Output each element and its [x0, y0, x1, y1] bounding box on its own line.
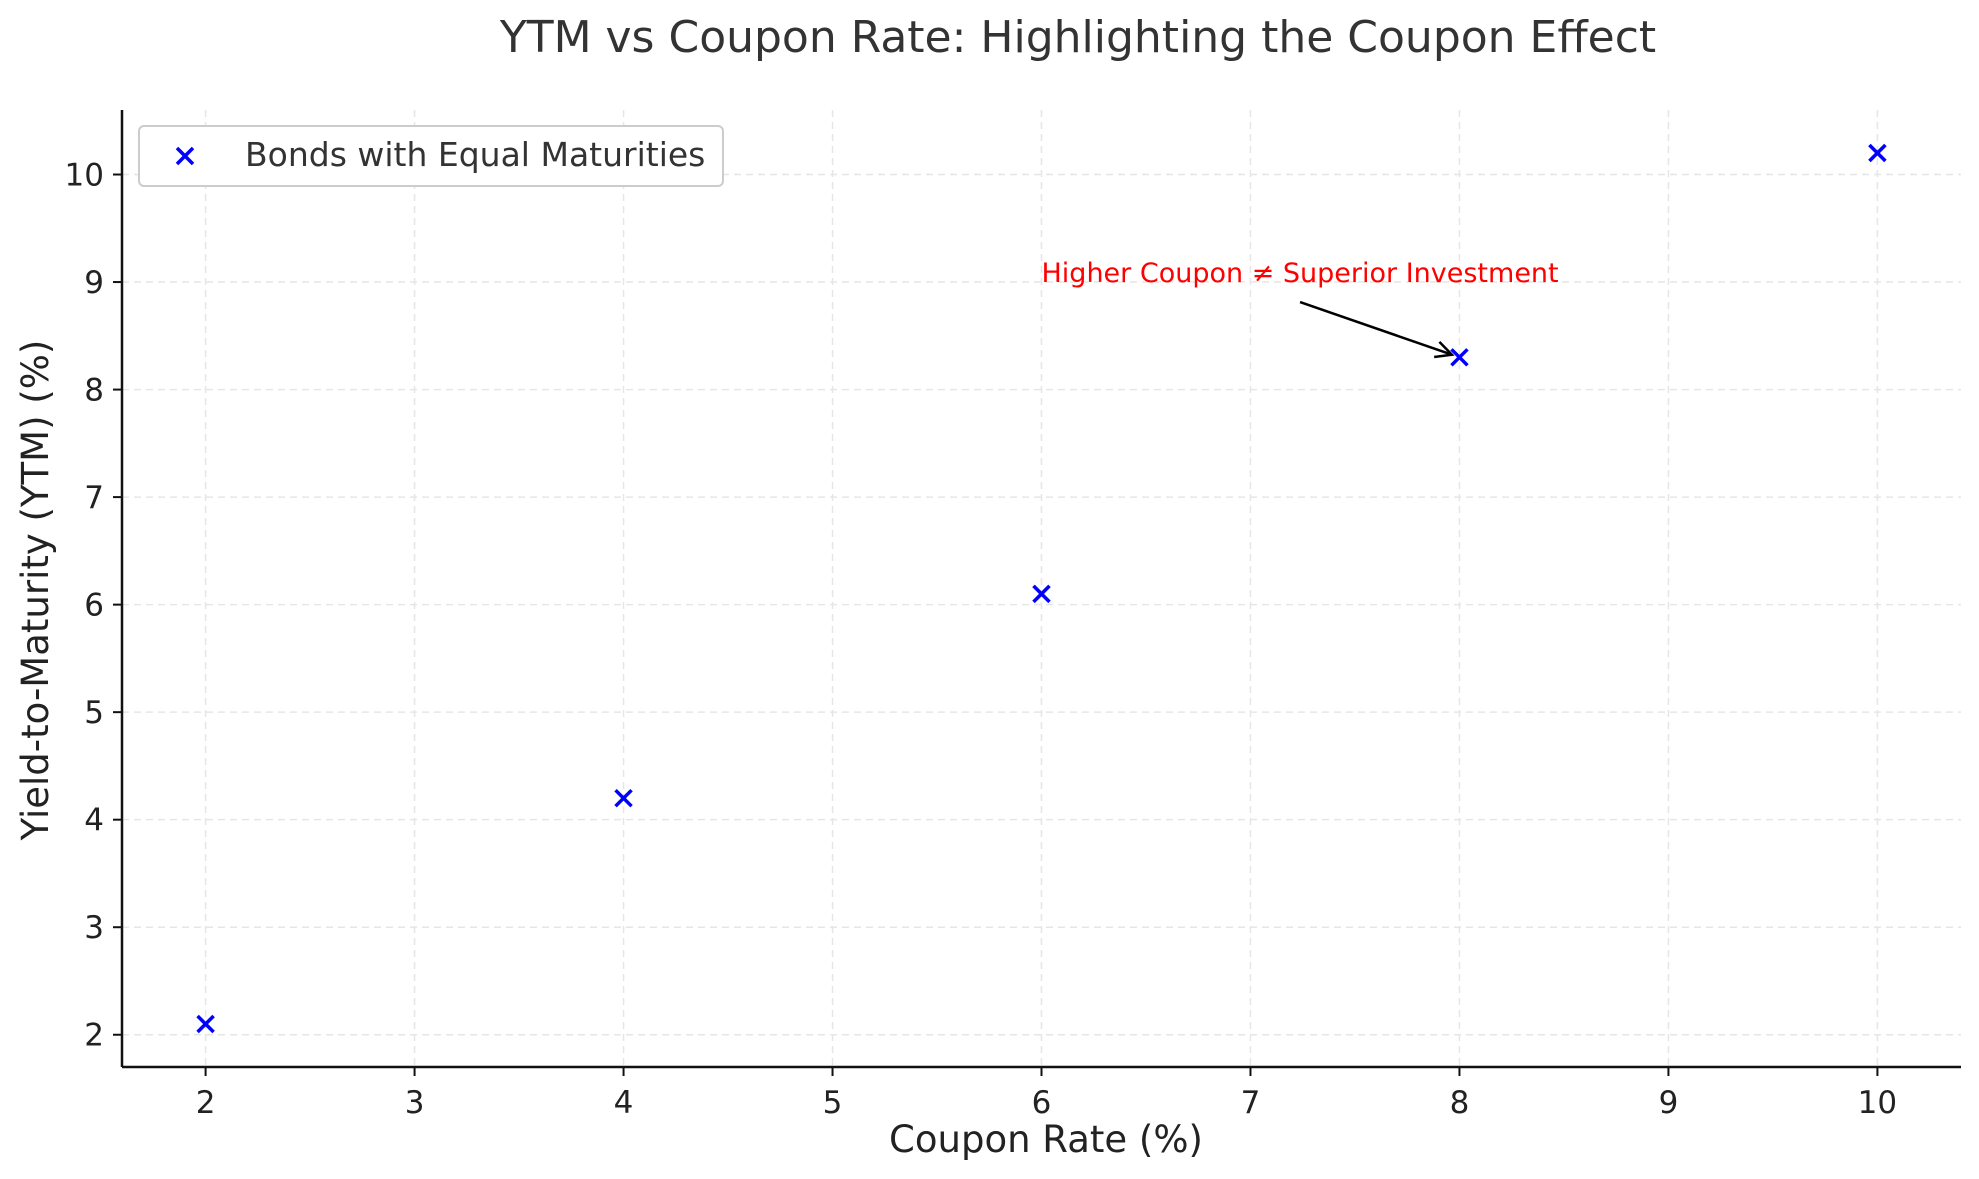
x-ticks: 2 3 4 5 6 7 8 9 10: [196, 1067, 1897, 1121]
y-tick-label: 7: [84, 480, 104, 516]
y-tick-label: 2: [84, 1018, 104, 1054]
annotation-text: Higher Coupon ≠ Superior Investment: [1042, 258, 1559, 289]
legend-label: Bonds with Equal Maturities: [245, 135, 705, 174]
annotation-arrowhead: [1433, 341, 1455, 359]
data-point: [1868, 143, 1887, 163]
marker-stroke: [614, 788, 633, 808]
y-tick-label: 10: [65, 158, 104, 194]
x-tick-label: 8: [1450, 1085, 1470, 1121]
y-ticks: 2 3 4 5 6 7 8 9 10: [65, 158, 122, 1054]
chart-title: YTM vs Coupon Rate: Highlighting the Cou…: [499, 12, 1656, 63]
y-tick-label: 5: [84, 695, 104, 731]
marker-stroke: [1450, 348, 1469, 367]
y-tick-label: 8: [84, 373, 104, 409]
scatter-points: [196, 143, 1887, 1034]
x-tick-label: 3: [405, 1085, 425, 1121]
x-tick-label: 9: [1659, 1085, 1679, 1121]
x-tick-label: 2: [196, 1085, 216, 1121]
x-tick-label: 6: [1032, 1085, 1052, 1121]
y-tick-label: 3: [84, 910, 104, 946]
data-point: [1450, 348, 1469, 367]
y-tick-label: 6: [84, 588, 104, 624]
legend-x-mark: [175, 146, 195, 166]
annotations: Higher Coupon ≠ Superior Investment: [1042, 258, 1559, 359]
marker-stroke: [196, 1014, 215, 1034]
marker-stroke: [1868, 143, 1887, 163]
legend-box: [138, 125, 724, 187]
data-point: [196, 1014, 215, 1034]
marker-stroke: [1032, 584, 1051, 604]
x-tick-label: 5: [823, 1085, 843, 1121]
x-tick-label: 4: [614, 1085, 634, 1121]
marker-stroke: [175, 146, 195, 166]
x-axis-label: Coupon Rate (%): [889, 1118, 1203, 1161]
data-point: [1032, 584, 1051, 604]
legend: Bonds with Equal Maturities: [138, 125, 724, 187]
y-axis-label: Yield-to-Maturity (YTM) (%): [14, 340, 57, 842]
legend-marker-x-icon: [175, 146, 195, 166]
grid-lines: [122, 110, 1961, 1067]
axes: [120, 110, 1961, 1069]
data-point: [614, 788, 633, 808]
y-tick-label: 4: [84, 803, 104, 839]
annotation-arrow-shaft: [1299, 300, 1453, 356]
x-tick-label: 7: [1241, 1085, 1261, 1121]
x-tick-label: 10: [1858, 1085, 1897, 1121]
y-tick-label: 9: [84, 265, 104, 301]
